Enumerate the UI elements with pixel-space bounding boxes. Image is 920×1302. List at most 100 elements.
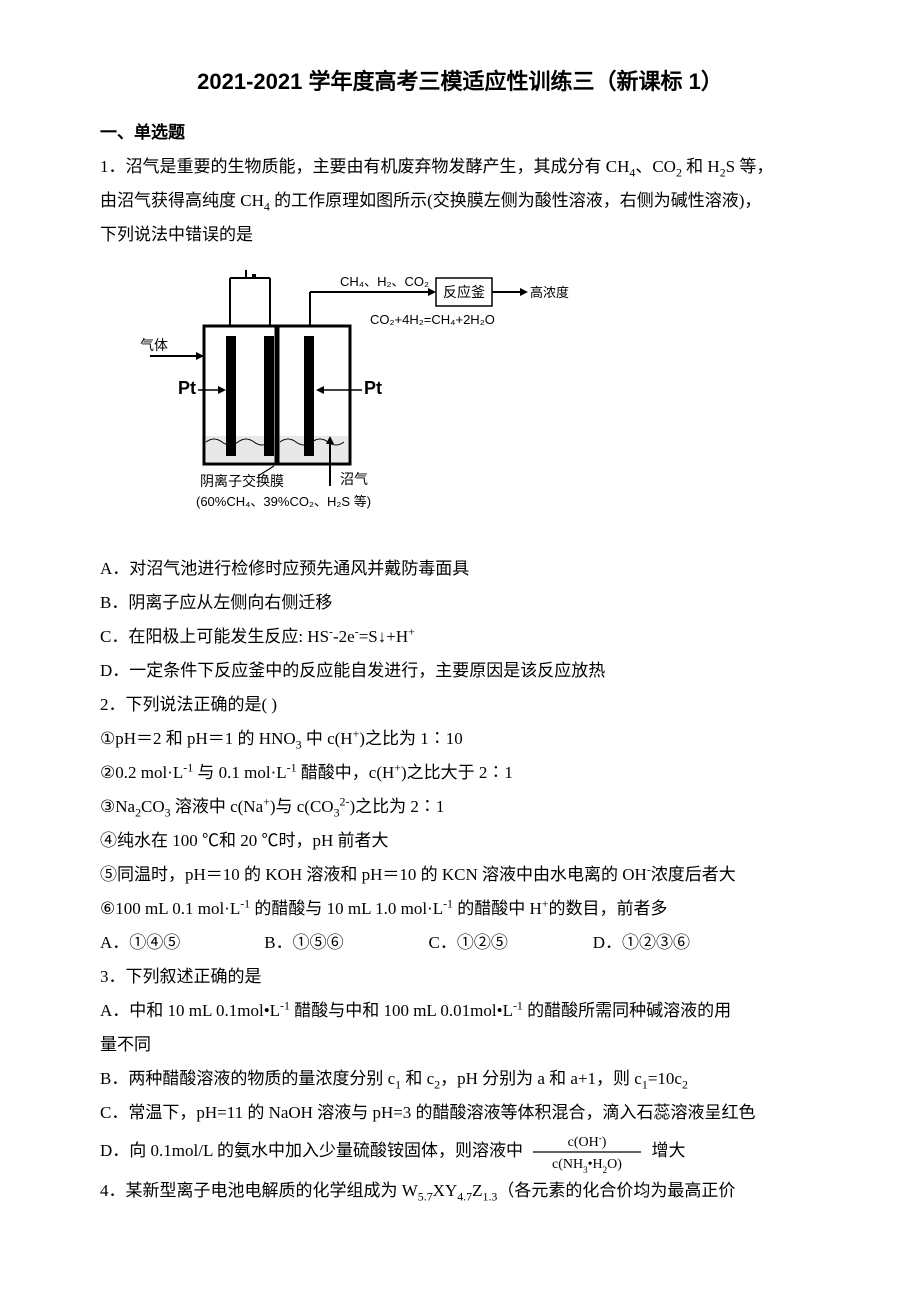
text: =S↓+H (359, 627, 408, 646)
label-reaction: CO₂+4H₂=CH₄+2H₂O (370, 312, 495, 327)
text: S 等， (726, 157, 774, 176)
q3-stem: 3．下列叙述正确的是 (100, 960, 820, 994)
text: ⑤同温时，pH＝10 的 KOH 溶液和 pH＝10 的 KCN 溶液中由水电离… (100, 865, 647, 884)
sup: + (542, 896, 549, 910)
label-biogas: 沼气 (340, 472, 368, 488)
text: 的醋酸中 H (453, 899, 542, 918)
text: CO (141, 797, 165, 816)
text: D．向 0.1mol/L 的氨水中加入少量硫酸铵固体，则溶液中 (100, 1141, 523, 1160)
text: ，pH 分别为 a 和 a+1，则 c (440, 1069, 642, 1088)
text: ⑥100 mL 0.1 mol·L (100, 899, 240, 918)
sup: -1 (287, 760, 297, 774)
text: A．中和 10 mL 0.1mol•L (100, 1001, 280, 1020)
q1-optB: B．阴离子应从左侧向右侧迁移 (100, 586, 820, 620)
q2-s4: ④纯水在 100 ℃和 20 ℃时，pH 前者大 (100, 824, 820, 858)
text: )之比为 1∶10 (359, 729, 462, 748)
biogas-diagram: CH₄、H₂、CO₂ 反应釜 高浓度甲烷 CO₂+4H₂=CH₄+2H₂O 气体 (140, 266, 570, 538)
q2-s1: ①pH＝2 和 pH＝1 的 HNO3 中 c(H+)之比为 1∶10 (100, 722, 820, 756)
sub: 1.3 (483, 1189, 498, 1203)
exam-page: 2021-2021 学年度高考三模适应性训练三（新课标 1） 一、单选题 1．沼… (0, 0, 920, 1248)
text: )与 c(CO (270, 797, 334, 816)
q2-optA: A．①④⑤ (100, 926, 260, 960)
q2-stem: 2．下列说法正确的是( ) (100, 688, 820, 722)
q1-stem-line1: 1．沼气是重要的生物质能，主要由有机废弃物发酵产生，其成分有 CH4、CO2 和… (100, 150, 820, 184)
q3-optA-line2: 量不同 (100, 1028, 820, 1062)
sub: 5.7 (418, 1189, 433, 1203)
svg-text:c(NH3•H2O): c(NH3•H2O) (552, 1157, 622, 1174)
text: )之比大于 2∶1 (401, 763, 513, 782)
q2-optC: C．①②⑤ (429, 926, 589, 960)
sup: -1 (240, 896, 250, 910)
label-composition: (60%CH₄、39%CO₂、H₂S 等) (196, 494, 371, 509)
label-ch4-h2-co2: CH₄、H₂、CO₂ (340, 274, 429, 289)
text: 增大 (651, 1141, 685, 1160)
label-high-purity: 高浓度甲烷 (530, 285, 570, 300)
text: 与 0.1 mol·L (193, 763, 287, 782)
text: 的工作原理如图所示(交换膜左侧为酸性溶液，右侧为碱性溶液)， (270, 191, 762, 210)
q1-optD: D．一定条件下反应釜中的反应能自发进行，主要原因是该反应放热 (100, 654, 820, 688)
text: 和 c (401, 1069, 434, 1088)
sup: + (408, 624, 415, 638)
text: 醋酸与中和 100 mL 0.01mol•L (290, 1001, 513, 1020)
text: 的醋酸与 10 mL 1.0 mol·L (250, 899, 443, 918)
diagram-svg: CH₄、H₂、CO₂ 反应釜 高浓度甲烷 CO₂+4H₂=CH₄+2H₂O 气体 (140, 266, 570, 526)
text: XY (433, 1181, 458, 1200)
section-heading: 一、单选题 (100, 116, 820, 150)
text: 由沼气获得高纯度 CH (100, 191, 264, 210)
sub: 4.7 (457, 1189, 472, 1203)
q1-optC: C．在阳极上可能发生反应: HS--2e-=S↓+H+ (100, 620, 820, 654)
q1-optA: A．对沼气池进行检修时应预先通风并戴防毒面具 (100, 552, 820, 586)
q1-stem-line2: 由沼气获得高纯度 CH4 的工作原理如图所示(交换膜左侧为酸性溶液，右侧为碱性溶… (100, 184, 820, 218)
sup: -1 (513, 998, 523, 1012)
q3-optD: D．向 0.1mol/L 的氨水中加入少量硫酸铵固体，则溶液中 c(OH-) c… (100, 1130, 820, 1174)
sup: -1 (280, 998, 290, 1012)
q2-s6: ⑥100 mL 0.1 mol·L-1 的醋酸与 10 mL 1.0 mol·L… (100, 892, 820, 926)
text: =10c (648, 1069, 682, 1088)
sup: -1 (443, 896, 453, 910)
q2-optB: B．①⑤⑥ (264, 926, 424, 960)
text: 1．沼气是重要的生物质能，主要由有机废弃物发酵产生，其成分有 CH (100, 157, 629, 176)
q4-stem: 4．某新型离子电池电解质的化学组成为 W5.7XY4.7Z1.3（各元素的化合价… (100, 1174, 820, 1208)
frac-den-a: c(NH (552, 1157, 583, 1172)
text: 和 H (682, 157, 720, 176)
q1-stem-line3: 下列说法中错误的是 (100, 218, 820, 252)
text: C．在阳极上可能发生反应: HS (100, 627, 329, 646)
text: )之比为 2∶1 (349, 797, 444, 816)
sup: 2- (340, 794, 350, 808)
frac-den-b: •H (588, 1157, 603, 1172)
label-pt-left: Pt (178, 378, 196, 398)
label-reactor: 反应釜 (443, 284, 485, 301)
fraction-formula: c(OH-) c(NH3•H2O) (527, 1130, 647, 1174)
sub: 2 (682, 1077, 688, 1091)
q2-s5: ⑤同温时，pH＝10 的 KOH 溶液和 pH＝10 的 KCN 溶液中由水电离… (100, 858, 820, 892)
sup: + (394, 760, 401, 774)
frac-num-b: ) (602, 1135, 607, 1150)
sup: + (263, 794, 270, 808)
text: B．两种醋酸溶液的物质的量浓度分别 c (100, 1069, 395, 1088)
frac-den-c: O) (607, 1157, 622, 1172)
text: 醋酸中，c(H (297, 763, 395, 782)
q2-optD: D．①②③⑥ (593, 926, 753, 960)
q2-options: A．①④⑤ B．①⑤⑥ C．①②⑤ D．①②③⑥ (100, 926, 820, 960)
text: 、CO (635, 157, 676, 176)
text: ①pH＝2 和 pH＝1 的 HNO (100, 729, 296, 748)
text: -2e (333, 627, 355, 646)
text: ②0.2 mol·L (100, 763, 183, 782)
q3-optC: C．常温下，pH=11 的 NaOH 溶液与 pH=3 的醋酸溶液等体积混合，滴… (100, 1096, 820, 1130)
text: 溶液中 c(Na (171, 797, 264, 816)
page-title: 2021-2021 学年度高考三模适应性训练三（新课标 1） (100, 60, 820, 104)
label-pt-right: Pt (364, 378, 382, 398)
q2-s2: ②0.2 mol·L-1 与 0.1 mol·L-1 醋酸中，c(H+)之比大于… (100, 756, 820, 790)
text: Z (472, 1181, 482, 1200)
text: （各元素的化合价均为最高正价 (497, 1181, 735, 1200)
label-gas-in: 气体 (140, 338, 168, 354)
q3-optB: B．两种醋酸溶液的物质的量浓度分别 c1 和 c2，pH 分别为 a 和 a+1… (100, 1062, 820, 1096)
text: 中 c(H (302, 729, 353, 748)
frac-num-a: c(OH (568, 1135, 599, 1150)
text: ③Na (100, 797, 135, 816)
sup: -1 (183, 760, 193, 774)
text: 的醋酸所需同种碱溶液的用 (523, 1001, 731, 1020)
q2-s3: ③Na2CO3 溶液中 c(Na+)与 c(CO32-)之比为 2∶1 (100, 790, 820, 824)
q3-optA-line1: A．中和 10 mL 0.1mol•L-1 醋酸与中和 100 mL 0.01m… (100, 994, 820, 1028)
text: 浓度后者大 (651, 865, 736, 884)
